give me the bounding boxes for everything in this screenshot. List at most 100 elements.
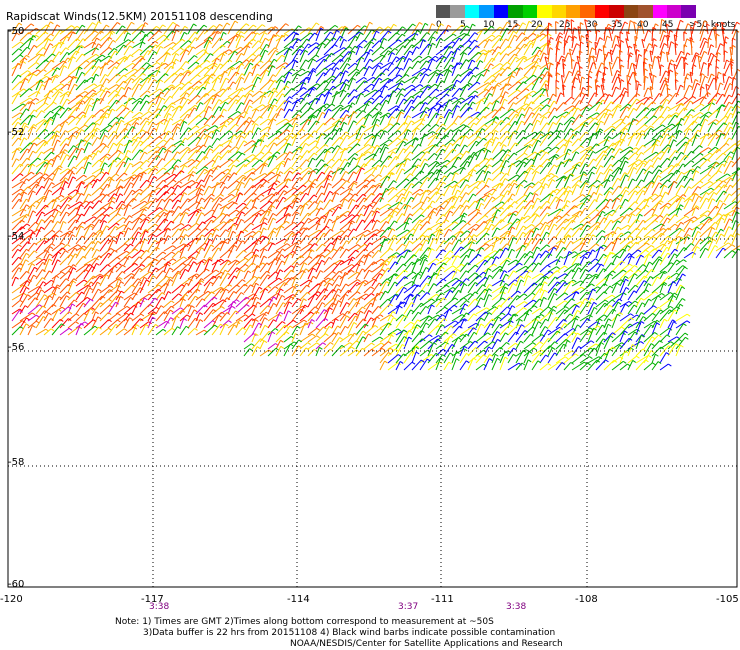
- wind-barb: [115, 104, 123, 112]
- wind-barb: [643, 165, 652, 175]
- wind-barb: [403, 129, 409, 140]
- wind-barb: [659, 202, 669, 210]
- wind-barb: [523, 131, 536, 140]
- wind-barb: [315, 122, 324, 133]
- wind-barb-flag: [249, 62, 254, 66]
- wind-barb: [675, 96, 686, 105]
- wind-barb-flag: [35, 34, 39, 38]
- wind-barb-flag: [58, 210, 62, 214]
- wind-barb-flag: [519, 67, 524, 70]
- wind-barb-flag: [568, 35, 573, 39]
- wind-barb: [315, 80, 326, 91]
- wind-barb: [587, 166, 594, 175]
- wind-barb-flag: [732, 37, 736, 41]
- wind-barb-flag: [26, 54, 30, 58]
- wind-barb-flag: [612, 128, 616, 132]
- wind-barb-flag: [386, 175, 391, 179]
- wind-barb: [531, 193, 536, 203]
- wind-barb: [691, 157, 704, 168]
- wind-barb: [491, 82, 499, 91]
- wind-barb: [625, 38, 629, 49]
- wind-barb: [323, 85, 334, 98]
- wind-barb: [155, 105, 165, 119]
- wind-barb-flag: [395, 147, 400, 151]
- wind-barb: [451, 97, 462, 105]
- wind-barb: [659, 114, 670, 126]
- wind-barb: [363, 173, 372, 182]
- wind-barb: [555, 152, 568, 161]
- wind-barb: [507, 110, 516, 119]
- wind-barb: [594, 22, 597, 35]
- wind-barb-flag: [106, 90, 111, 94]
- wind-barb-flag: [407, 129, 412, 133]
- wind-barb-flag: [324, 163, 329, 167]
- wind-barb-flag: [666, 51, 670, 55]
- wind-barb-flag: [673, 34, 678, 38]
- wind-barb-flag: [698, 123, 702, 127]
- wind-barb-flag: [39, 171, 44, 175]
- wind-barb-flag: [555, 79, 560, 83]
- wind-barb-flag: [464, 135, 469, 139]
- wind-barb-flag: [282, 196, 287, 200]
- wind-barb-flag: [394, 48, 398, 51]
- wind-barb: [299, 93, 308, 105]
- wind-barb-flag: [659, 93, 663, 96]
- wind-barb: [131, 24, 143, 35]
- wind-barb-flag: [721, 21, 725, 25]
- wind-barb-flag: [619, 49, 623, 53]
- wind-barb: [307, 152, 315, 161]
- wind-barb-flag: [51, 214, 55, 218]
- wind-barb-flag: [522, 129, 527, 133]
- wind-barb-flag: [402, 140, 407, 144]
- wind-barb-flag: [88, 161, 92, 165]
- wind-barb-flag: [581, 35, 585, 38]
- wind-barb-flag: [722, 73, 727, 77]
- wind-barb: [699, 147, 709, 154]
- wind-barb-flag: [709, 180, 714, 184]
- wind-barb-flag: [236, 180, 240, 184]
- wind-barb: [251, 73, 258, 84]
- wind-barb-flag: [426, 196, 431, 200]
- wind-barb: [107, 160, 115, 175]
- wind-barb: [323, 150, 329, 161]
- wind-barb-flag: [440, 115, 444, 119]
- wind-barb-flag: [259, 60, 264, 64]
- wind-barb-flag: [106, 194, 110, 197]
- wind-barb-flag: [554, 107, 558, 111]
- legend-tick: 25: [559, 20, 571, 30]
- wind-barb: [347, 111, 355, 126]
- wind-barb: [99, 74, 106, 84]
- wind-barb-flag: [412, 23, 416, 27]
- wind-barb-flag: [521, 107, 526, 111]
- wind-barb: [531, 185, 542, 196]
- wind-barb: [203, 148, 211, 161]
- wind-barb: [595, 37, 601, 49]
- wind-barb-flag: [604, 112, 608, 116]
- wind-barb-flag: [695, 193, 699, 196]
- wind-barb: [219, 86, 229, 98]
- wind-barb: [115, 80, 125, 91]
- wind-barb: [243, 140, 253, 147]
- wind-barb-flag: [115, 134, 119, 138]
- wind-barb: [443, 109, 450, 119]
- wind-barb-flag: [30, 37, 34, 41]
- wind-barb-flag: [305, 77, 310, 81]
- wind-barb-flag: [49, 118, 54, 122]
- wind-barb: [75, 91, 86, 98]
- wind-barb-flag: [540, 131, 544, 134]
- wind-barb-flag: [44, 161, 49, 165]
- wind-barb: [291, 204, 301, 217]
- wind-barb: [107, 108, 113, 119]
- wind-barb-flag: [36, 200, 40, 204]
- wind-barb-flag: [605, 205, 610, 209]
- wind-barb-flag: [616, 19, 620, 23]
- wind-barb: [315, 177, 328, 189]
- wind-barb-flag: [559, 198, 564, 202]
- wind-barb: [499, 98, 505, 112]
- wind-barb: [427, 58, 433, 70]
- wind-barb-flag: [730, 177, 734, 181]
- wind-barb: [603, 168, 611, 182]
- wind-barb: [619, 186, 627, 196]
- wind-barb: [243, 144, 255, 154]
- wind-barb: [147, 122, 154, 133]
